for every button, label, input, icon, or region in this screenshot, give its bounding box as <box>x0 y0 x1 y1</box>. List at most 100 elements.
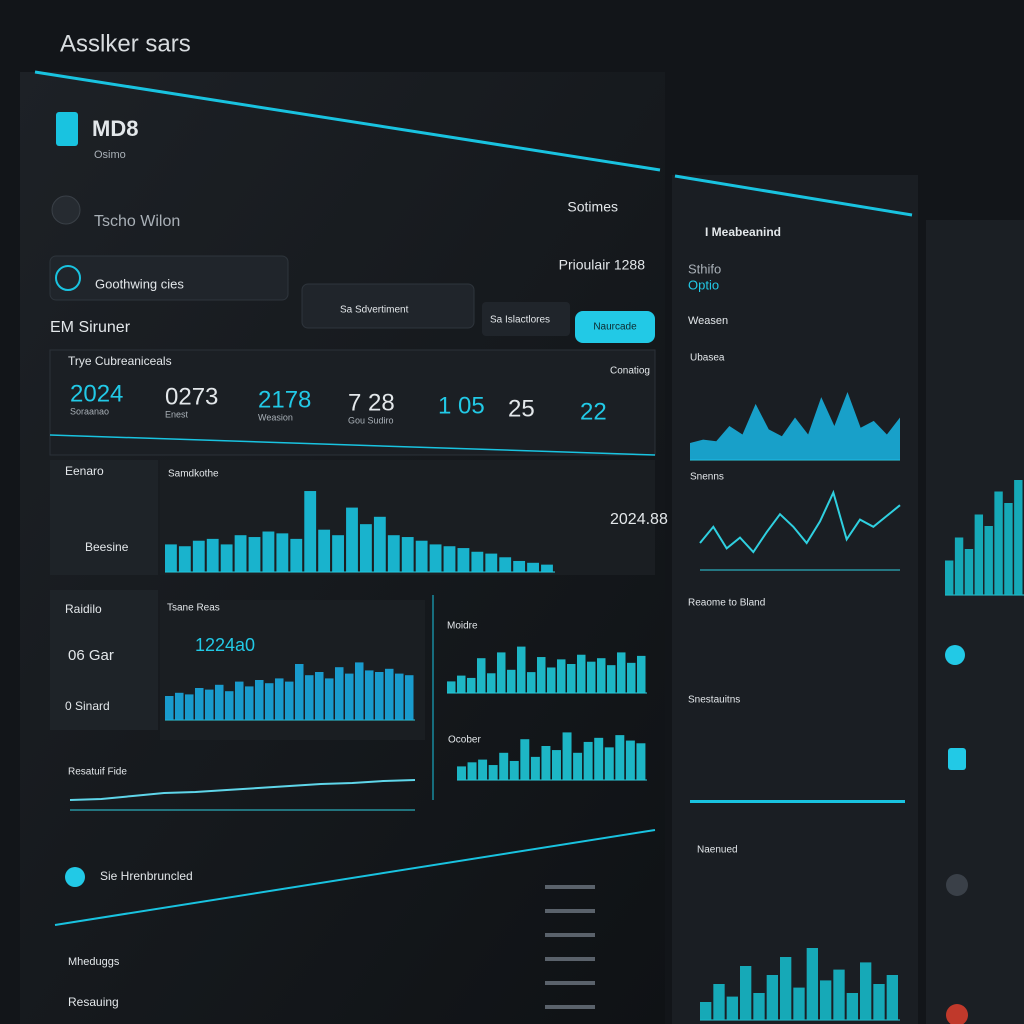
chart-title: Ocober <box>448 735 481 746</box>
bar <box>215 684 224 720</box>
bar <box>401 537 414 572</box>
bar <box>793 987 805 1020</box>
bar <box>499 557 512 572</box>
bar <box>245 686 254 720</box>
bar <box>360 524 372 572</box>
bar <box>547 667 556 693</box>
bar <box>873 984 885 1020</box>
bar <box>315 672 324 720</box>
brand-sub: Osimo <box>94 149 126 161</box>
bar <box>984 526 993 595</box>
bar <box>567 664 576 693</box>
bar <box>552 750 561 780</box>
bar <box>520 739 530 780</box>
bar <box>607 665 616 693</box>
bar <box>285 681 294 720</box>
chart-note: 1224a0 <box>195 635 255 655</box>
bar <box>276 533 289 572</box>
bar <box>255 680 264 720</box>
bar <box>429 544 442 572</box>
kpi-label: Weasion <box>258 412 293 422</box>
bar <box>165 696 174 720</box>
bar <box>305 675 314 720</box>
bar <box>615 735 625 780</box>
bar <box>509 760 519 780</box>
card-label: Raidilo <box>65 602 102 616</box>
bar <box>206 538 219 572</box>
side-card <box>50 590 158 730</box>
bar <box>485 553 498 572</box>
search-box[interactable] <box>49 255 289 301</box>
kpi-strip <box>49 349 656 456</box>
list-title: Sie Hrenbruncled <box>100 869 193 883</box>
bar <box>583 741 593 780</box>
bar <box>577 654 586 693</box>
bar <box>318 529 331 572</box>
avatar <box>51 195 81 225</box>
bar <box>886 975 898 1020</box>
bar <box>295 664 304 720</box>
bar <box>499 752 509 780</box>
icon <box>946 874 968 896</box>
filter-box[interactable] <box>301 283 475 329</box>
side-title: I Meabeanind <box>705 225 781 239</box>
area-series <box>690 392 900 460</box>
bar <box>447 681 456 693</box>
bar <box>443 546 456 572</box>
bar <box>594 737 604 780</box>
bar <box>325 678 334 720</box>
chart-title: Tsane Reas <box>167 603 220 614</box>
kpi-label: Soraanao <box>70 406 109 416</box>
kpi-value: 22 <box>580 398 607 425</box>
bar <box>346 507 358 572</box>
bar <box>405 675 414 720</box>
kpi-right: Conatiog <box>610 366 650 377</box>
card-label: 0 Sinard <box>65 699 110 713</box>
kpi-value: 1 05 <box>438 392 485 419</box>
filter-box[interactable] <box>482 302 570 336</box>
logo <box>56 112 78 146</box>
list-row <box>545 957 595 961</box>
bar <box>457 548 470 572</box>
action-button[interactable] <box>575 311 655 343</box>
bar <box>833 969 845 1020</box>
period-label: Prioulair 1288 <box>559 257 646 273</box>
bar <box>457 766 466 780</box>
card-label: 06 Gar <box>68 647 114 664</box>
bar <box>597 658 606 693</box>
bar <box>517 646 526 693</box>
accent-line <box>34 70 661 172</box>
divider <box>49 434 656 456</box>
chart-title: Samdkothe <box>168 469 219 480</box>
bar <box>395 673 404 720</box>
bar <box>265 683 274 720</box>
bar <box>636 743 646 780</box>
bar <box>587 661 596 693</box>
list-row <box>545 909 595 913</box>
bar <box>220 544 233 572</box>
bar <box>205 689 214 720</box>
bar <box>225 691 234 720</box>
filter-text: Sa Sdvertiment <box>340 305 409 316</box>
bar <box>1004 503 1013 595</box>
bar <box>457 675 466 693</box>
list-row <box>545 1005 595 1009</box>
bar <box>527 672 536 693</box>
chart-title: Moidre <box>447 621 478 632</box>
bar <box>335 667 344 720</box>
bar <box>234 535 247 572</box>
bar <box>945 560 954 595</box>
bar <box>625 740 635 780</box>
bar <box>290 538 303 572</box>
bar <box>195 688 204 720</box>
bar <box>860 962 872 1020</box>
icon <box>948 748 966 770</box>
chart-note: 2024.88 <box>610 511 668 528</box>
icon <box>945 645 965 665</box>
accent-line <box>674 174 913 217</box>
side-label: Snestauitns <box>688 695 740 706</box>
bar <box>415 540 428 572</box>
bar <box>345 673 354 720</box>
bar <box>487 673 496 693</box>
app-title: Asslker sars <box>60 30 191 57</box>
